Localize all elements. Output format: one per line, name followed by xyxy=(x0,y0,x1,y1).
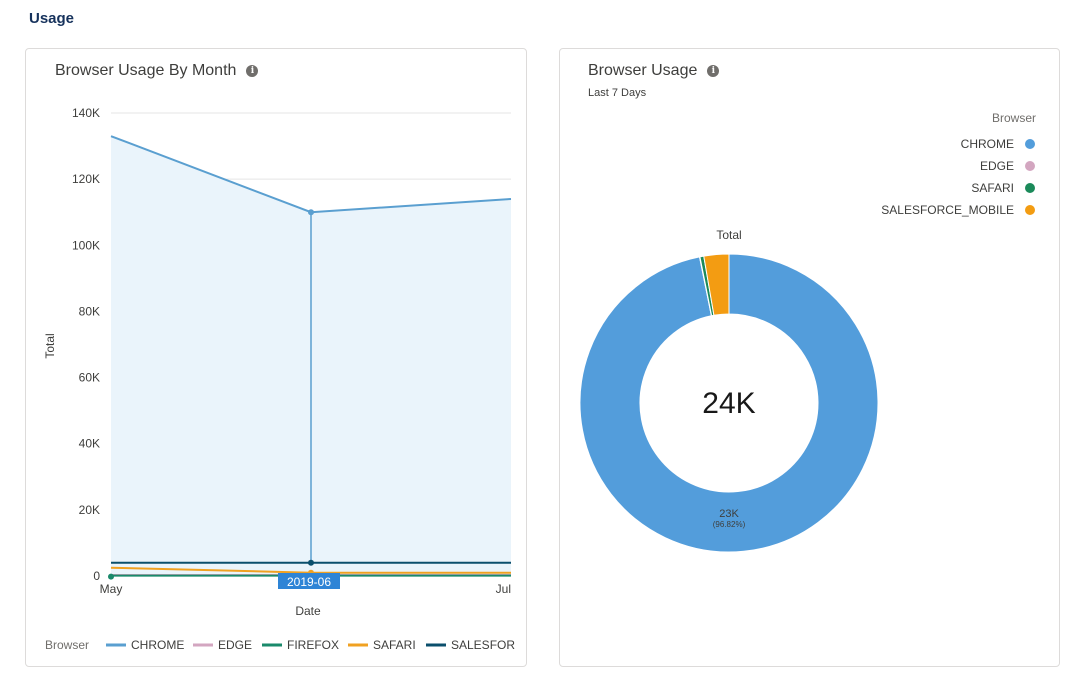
legend-label: SAFARI xyxy=(971,181,1014,195)
legend-item-safari[interactable]: SAFARI xyxy=(971,181,1035,195)
legend-item-edge[interactable]: EDGE xyxy=(193,638,252,652)
legend-item-salesforce[interactable]: SALESFOR xyxy=(426,638,515,652)
legend-item-chrome[interactable]: CHROME xyxy=(106,638,184,652)
data-point-firefox-start[interactable] xyxy=(108,573,114,580)
line-chart-title: Browser Usage By Month xyxy=(55,62,237,79)
date-tooltip-text: 2019-06 xyxy=(287,575,331,589)
slice-percent-label: (96.82%) xyxy=(713,520,746,529)
y-tick-label: 100K xyxy=(72,238,100,252)
browser-usage-by-month-card: Browser Usage By Month i 0 20K 40K 60K 80K 10… xyxy=(25,48,527,667)
data-point-salesforce[interactable] xyxy=(308,559,314,566)
legend-swatch xyxy=(1025,161,1035,171)
legend-swatch xyxy=(1025,183,1035,193)
y-tick-label: 80K xyxy=(79,304,100,318)
slice-value-label: 23K xyxy=(719,508,739,520)
info-icon[interactable]: i xyxy=(246,65,259,77)
donut-center-value: 24K xyxy=(702,387,755,420)
line-chart-title-row: Browser Usage By Month i xyxy=(55,62,259,80)
legend-swatch xyxy=(1025,205,1035,215)
y-tick-label: 20K xyxy=(79,503,100,517)
browser-usage-card: Browser Usage i Last 7 Days Browser CHRO… xyxy=(559,48,1060,667)
y-tick-label: 0 xyxy=(93,569,100,583)
legend-label: SAFARI xyxy=(373,638,416,652)
line-chart-y-ticks: 0 20K 40K 60K 80K 100K 120K 140K xyxy=(72,106,100,583)
donut-chart-title: Browser Usage xyxy=(588,62,698,79)
donut-chart-legend: CHROME EDGE SAFARI SALESFORCE_MOBILE xyxy=(881,137,1035,217)
section-title: Usage xyxy=(29,10,75,27)
y-tick-label: 120K xyxy=(72,172,100,186)
legend-label: SALESFOR xyxy=(451,638,515,652)
legend-item-salesforce_mobile[interactable]: SALESFORCE_MOBILE xyxy=(881,203,1035,217)
legend-swatch xyxy=(1025,139,1035,149)
donut-slice-chrome[interactable] xyxy=(579,253,879,553)
line-legend-title: Browser xyxy=(45,638,89,652)
legend-label: CHROME xyxy=(961,137,1014,151)
donut-chart-title-row: Browser Usage i xyxy=(588,62,720,80)
y-axis-label: Total xyxy=(43,333,57,358)
legend-item-safari[interactable]: SAFARI xyxy=(348,638,416,652)
line-chart-area xyxy=(111,136,511,576)
data-point-chrome[interactable] xyxy=(308,209,314,216)
legend-label: CHROME xyxy=(131,638,184,652)
legend-label: EDGE xyxy=(980,159,1014,173)
date-tooltip: 2019-06 xyxy=(278,573,340,589)
legend-label: EDGE xyxy=(218,638,252,652)
line-chart-legend: CHROME EDGE FIREFOX SAFARI SALESFOR xyxy=(106,638,515,652)
line-chart-x-ticks: May Jul xyxy=(100,582,511,596)
donut-slice-salesforce_mobile[interactable] xyxy=(703,253,730,316)
info-icon[interactable]: i xyxy=(707,65,720,77)
legend-label: SALESFORCE_MOBILE xyxy=(881,203,1014,217)
legend-label: FIREFOX xyxy=(287,638,339,652)
donut-total-label: Total xyxy=(716,228,741,242)
y-tick-label: 140K xyxy=(72,106,100,120)
legend-item-chrome[interactable]: CHROME xyxy=(961,137,1035,151)
donut-chart: Browser CHROME EDGE SAFARI SALESFORCE_MOBIL… xyxy=(579,111,1036,553)
legend-item-firefox[interactable]: FIREFOX xyxy=(262,638,339,652)
legend-item-edge[interactable]: EDGE xyxy=(980,159,1035,173)
y-tick-label: 40K xyxy=(79,437,100,451)
donut-slices xyxy=(579,253,879,553)
x-tick-label: May xyxy=(100,582,123,596)
date-tooltip-bg xyxy=(278,573,340,589)
y-tick-label: 60K xyxy=(79,371,100,385)
line-chart: 0 20K 40K 60K 80K 100K 120K 140K May Jul Total D… xyxy=(43,106,515,652)
x-tick-label: Jul xyxy=(496,582,511,596)
donut-legend-title: Browser xyxy=(992,111,1036,125)
x-axis-label: Date xyxy=(295,604,321,618)
donut-chart-subtitle: Last 7 Days xyxy=(588,87,647,99)
